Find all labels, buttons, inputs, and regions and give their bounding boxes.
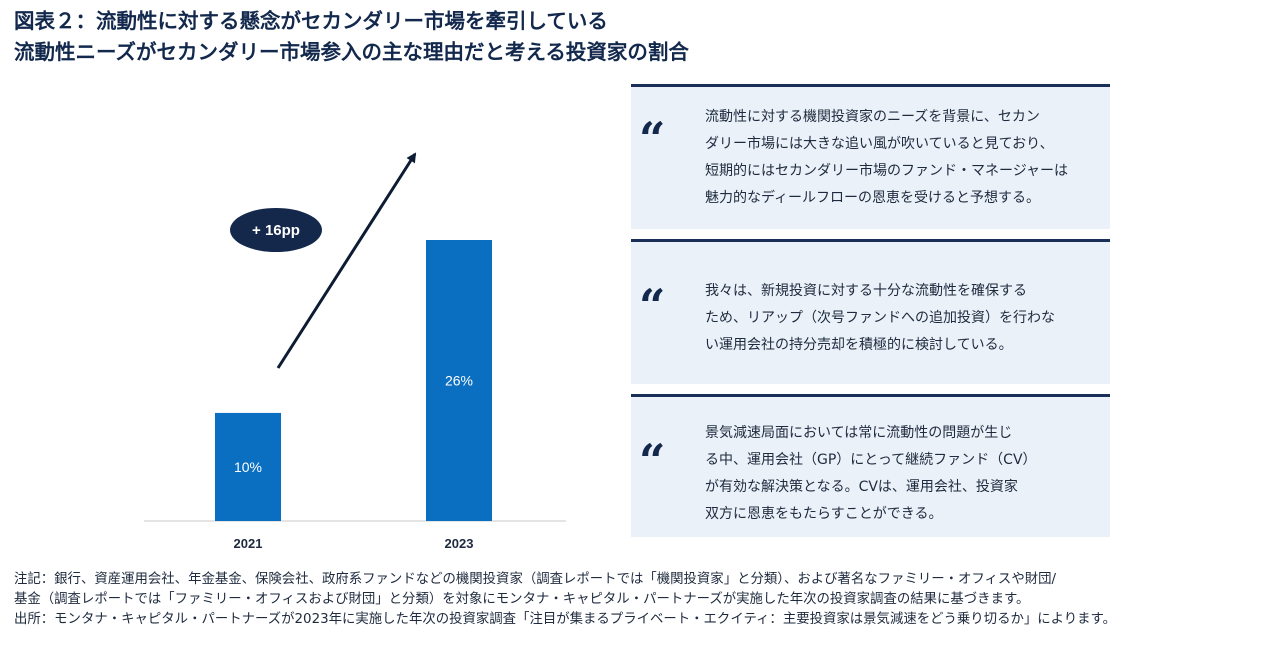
bar-2021: [215, 412, 281, 521]
quote-1-line-1: 流動性に対する機関投資家のニーズを背景に、セカン: [705, 109, 1040, 125]
bar-chart: 10% 2021 26% 2023 + 16pp: [144, 152, 566, 551]
footnotes: 注記：銀行、資産運用会社、年金基金、保険会社、政府系ファンドなどの機関投資家（調…: [14, 570, 1276, 630]
quote-box-2: “ 我々は、新規投資に対する十分な流動性を確保する ため、リアップ（次号ファンド…: [631, 239, 1110, 384]
title-line-1: 図表２：流動性に対する懸念がセカンダリー市場を牽引している: [14, 9, 608, 33]
quote-2-line-1: 我々は、新規投資に対する十分な流動性を確保する: [705, 283, 1027, 299]
data-label-2021: 10%: [234, 459, 262, 475]
source-line: 出所：モンタナ・キャピタル・パートナーズが2023年に実施した年次の投資家調査「…: [14, 612, 1116, 627]
quote-1-line-3: 短期的にはセカンダリー市場のファンド・マネージャーは: [705, 163, 1069, 179]
quote-text-1: 流動性に対する機関投資家のニーズを背景に、セカン ダリー市場には大きな追い風が吹…: [705, 104, 1100, 212]
page-title: 図表２：流動性に対する懸念がセカンダリー市場を牽引している 流動性ニーズがセカン…: [14, 6, 689, 68]
bars-group: 10% 2021 26% 2023: [215, 240, 492, 551]
title-line-2: 流動性ニーズがセカンダリー市場参入の主な理由だと考える投資家の割合: [14, 40, 689, 64]
note-line-1: 注記：銀行、資産運用会社、年金基金、保険会社、政府系ファンドなどの機関投資家（調…: [14, 572, 1057, 587]
quote-mark-icon: “: [639, 434, 666, 488]
bar-2023: [426, 240, 492, 521]
quote-2-line-3: い運用会社の持分売却を積極的に検討している。: [705, 337, 1013, 353]
quote-text-3: 景気減速局面においては常に流動性の問題が生じ る中、運用会社（GP）にとって継続…: [705, 420, 1100, 528]
quote-1-line-2: ダリー市場には大きな追い風が吹いていると見ており、: [705, 136, 1054, 152]
annotation-badge: [230, 208, 322, 252]
quote-3-line-2: る中、運用会社（GP）にとって継続ファンド（CV）: [705, 452, 1037, 468]
quote-2-line-2: ため、リアップ（次号ファンドへの追加投資）を行わな: [705, 310, 1055, 326]
note-line-2: 基金（調査レポートでは「ファミリー・オフィスおよび財団」と分類）を対象にモンタナ…: [14, 592, 1030, 607]
tick-label-2021: 2021: [234, 536, 263, 551]
quote-3-line-4: 双方に恩恵をもたらすことができる。: [705, 506, 943, 522]
quote-box-3: “ 景気減速局面においては常に流動性の問題が生じ る中、運用会社（GP）にとって…: [631, 394, 1110, 537]
tick-label-2023: 2023: [445, 536, 474, 551]
quote-mark-icon: “: [639, 112, 666, 166]
data-label-2023: 26%: [445, 373, 473, 389]
quote-3-line-1: 景気減速局面においては常に流動性の問題が生じ: [705, 425, 1013, 441]
quote-3-line-3: が有効な解決策となる。CVは、運用会社、投資家: [705, 479, 1018, 495]
quote-text-2: 我々は、新規投資に対する十分な流動性を確保する ため、リアップ（次号ファンドへの…: [705, 278, 1100, 359]
quote-box-1: “ 流動性に対する機関投資家のニーズを背景に、セカン ダリー市場には大きな追い風…: [631, 84, 1110, 229]
annotation-label: + 16pp: [252, 222, 300, 239]
growth-arrow: [276, 152, 417, 369]
quote-1-line-4: 魅力的なディールフローの恩恵を受けると予想する。: [705, 190, 1041, 206]
quote-mark-icon: “: [639, 279, 666, 333]
